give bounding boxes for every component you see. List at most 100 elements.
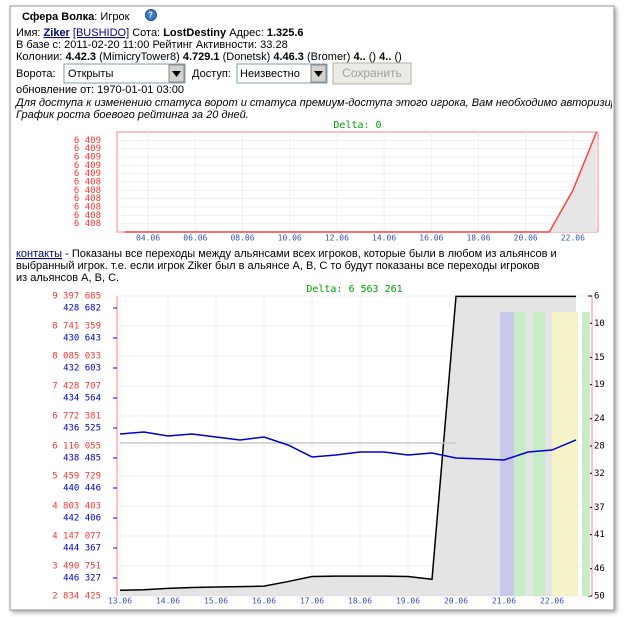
x-tick-label: 22.06 [540,597,564,606]
area-fill [120,296,576,596]
x-tick-label: 10.06 [278,234,302,243]
y-tick-label: 6 409 [74,153,101,163]
y3-tick-label: 37 [594,503,605,513]
save-button[interactable] [332,62,412,85]
y-tick-label: 4 803 403 [52,502,101,512]
x-tick-label: 19.06 [396,597,420,606]
update-time: обновление от: 1970-01-01 03:00 [16,84,184,96]
colony-name: () [369,51,376,63]
label: Сота: [132,27,160,39]
colony-coord: 4.729.1 [183,51,220,63]
y-tick-label: 8 085 033 [52,352,101,362]
series-line [124,131,598,233]
y-tick-label: 4 147 077 [52,532,101,542]
y-tick-label: 6 408 [74,194,101,204]
y2-tick-label: 442 406 [63,513,101,523]
subtitle: : Игрок [94,11,129,23]
x-tick-label: 14.06 [156,597,180,606]
y-tick-label: 2 834 425 [52,592,101,602]
colony-coord: 4.46.3 [273,51,304,63]
x-tick-label: 22.06 [561,234,585,243]
notice: Для доступа к изменению статуса ворот и … [14,97,624,109]
info-line: Колонии: 4.42.3 (MimicryTower8) 4.729.1 … [16,51,402,63]
x-tick-label: 15.06 [204,597,228,606]
x-tick-label: 16.06 [252,597,276,606]
chart-title: Delta: 0 [333,120,381,131]
button-label: Сохранить [342,66,402,80]
y-tick-label: 6 408 [74,186,101,196]
help-icon[interactable] [145,9,157,21]
label: Имя: [16,27,40,39]
colony-coord: 4.. [353,51,365,63]
y-tick-label: 6 408 [74,211,101,221]
colony-coord: 4.. [379,51,391,63]
y3-tick-label: 24 [594,414,605,424]
info-line: Имя: Ziker [BUSHIDO] Сота: LostDestiny А… [16,27,304,39]
label: В базе с: [16,39,61,51]
y3-tick-label: 50 [594,592,605,602]
chart-caption: График роста боевого рейтинга за 20 дней… [16,109,249,121]
gate-select[interactable] [63,63,186,84]
label: Колонии: [16,51,62,63]
y-tick-label: 6 116 055 [52,442,101,452]
x-tick-label: 14.06 [372,234,396,243]
text: - Показаны все переходы между альянсами … [65,248,557,260]
y3-tick-label: 15 [594,353,605,363]
x-tick-label: 20.06 [444,597,468,606]
label: Адрес: [229,27,264,39]
y2-tick-label: 434 564 [63,394,101,404]
y2-tick-label: 436 525 [63,424,101,434]
colony-name: (Bromer) [307,51,350,63]
y2-tick-label: 446 327 [63,573,101,583]
value: 1.325.6 [267,27,304,39]
x-tick-label: 06.06 [183,234,207,243]
y-tick-label: 7 428 707 [52,382,101,392]
band [582,312,590,596]
colony-name: (MimicryTower8) [99,51,180,63]
x-tick-label: 13.06 [108,597,132,606]
y3-tick-label: 28 [594,442,605,452]
y-tick-label: 6 408 [74,203,101,213]
x-tick-label: 17.06 [300,597,324,606]
x-tick-label: 16.06 [419,234,443,243]
x-tick-label: 18.06 [348,597,372,606]
series-line [119,431,577,461]
value: LostDestiny [163,27,227,39]
contacts-link[interactable]: контакты [16,248,62,260]
band [500,312,514,596]
y2-tick-label: 432 603 [63,363,101,373]
series-line [119,295,576,592]
y3-tick-label: 32 [594,469,605,479]
x-tick-label: 08.06 [230,234,254,243]
rank-bands [500,312,590,596]
contacts-line: контакты - Показаны все переходы между а… [16,248,557,260]
band [552,312,578,596]
y-tick-label: 6 409 [74,169,101,179]
player-link[interactable]: Ziker [44,27,71,39]
y3-tick-label: 10 [594,319,605,329]
y3-tick-label: 46 [594,564,605,574]
y2-tick-label: 440 446 [63,484,101,494]
colony-coord: 4.42.3 [65,51,96,63]
info-line: В базе с: 2011-02-20 11:00 Рейтинг Актив… [16,39,288,51]
label: Рейтинг Активности: [152,39,257,51]
y-tick-label: 8 741 359 [52,322,101,332]
y-tick-label: 5 459 729 [52,472,101,482]
chart-title: Delta: 6 563 261 [306,284,402,295]
alliance-link[interactable]: [BUSHIDO] [73,27,129,39]
arrow-icon [314,71,323,77]
header: Сфера Волка: Игрок [22,11,130,23]
arrow-icon [172,71,181,77]
y-tick-label: 6 409 [74,161,101,171]
label: Ворота: [16,68,56,80]
access-select[interactable] [236,63,328,84]
select-value: Неизвестно [240,68,300,80]
y3-tick-label: 41 [594,530,605,540]
y-tick-label: 6 409 [74,136,101,146]
title: Сфера Волка [22,11,95,23]
y-tick-label: 6 408 [74,219,101,229]
contacts-line: выбранный игрок. т.е. если игрок Ziker б… [16,260,540,272]
y2-tick-label: 444 367 [63,544,101,554]
colony-name: () [394,51,401,63]
